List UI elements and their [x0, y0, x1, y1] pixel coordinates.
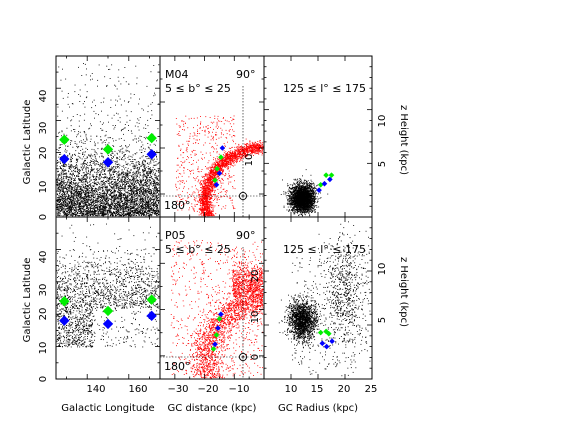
point-cloud-bottom-middle-red	[170, 240, 264, 379]
xlabel-gc-radius: GC Radius (kpc)	[278, 403, 358, 414]
data-point-top-left-green-2	[102, 144, 114, 155]
data-point-bottom-left-blue-2	[102, 318, 114, 330]
data-point-bottom-right-green-1	[317, 329, 324, 336]
panel-frame-top-right	[263, 55, 373, 218]
xtick-label-minus20: −20	[197, 384, 218, 395]
data-point-top-left-blue-2	[102, 157, 114, 168]
ytick-label-top-left-10: 10	[38, 181, 49, 194]
xtick-label-minus30: −30	[167, 384, 188, 395]
xtick-label-25: 25	[365, 384, 378, 395]
annotation-top-90: 90°	[236, 68, 256, 81]
data-point-top-middle-green-2	[214, 165, 220, 172]
data-point-bottom-right-blue-2	[323, 343, 330, 350]
data-point-bottom-left-green-2	[102, 305, 114, 317]
data-point-bottom-left-green-3	[146, 294, 157, 305]
ytick-label-bottom-left-0: 0	[38, 376, 49, 382]
scatter-point-clouds	[56, 63, 371, 379]
ytick-label-bottom-left-20: 20	[38, 308, 49, 321]
annotation-top-right-lrange: 125 ≤ l° ≤ 175	[283, 82, 366, 95]
ytick-label-bottom-left-40: 40	[38, 251, 49, 264]
data-point-top-right-blue-1	[316, 187, 322, 193]
data-point-top-left-green-3	[146, 132, 157, 144]
point-cloud-top-left	[56, 63, 160, 217]
ytick-label-top-right-5: 5	[377, 161, 388, 167]
ytick-label-bottom-left-30: 30	[38, 284, 49, 297]
ytick-label-top-left-0: 0	[38, 214, 49, 220]
ytick-label-top-middle-10: 10	[244, 154, 255, 167]
sun-symbol-bottom	[238, 352, 248, 362]
data-point-bottom-middle-green-2	[213, 332, 220, 338]
data-point-bottom-left-blue-1	[59, 315, 70, 326]
panel-frame-bottom-right	[263, 216, 373, 380]
xtick-label-20: 20	[338, 384, 351, 395]
annotation-top-middle-brange: 5 ≤ b° ≤ 25	[165, 82, 231, 95]
annotation-top-180: 180°	[164, 199, 191, 212]
xtick-label-15: 15	[311, 384, 324, 395]
point-cloud-top-right	[280, 169, 329, 217]
data-point-bottom-right-blue-3	[329, 338, 335, 344]
ytick-label-bottom-middle-20: 20	[250, 270, 261, 283]
data-point-bottom-right-green-3	[326, 330, 332, 337]
point-cloud-top-middle-red	[175, 115, 264, 217]
point-cloud-bottom-right	[278, 221, 371, 377]
data-point-bottom-middle-blue-2	[215, 325, 221, 331]
annotation-bottom-180: 180°	[164, 360, 191, 373]
tick-marks	[56, 55, 373, 380]
data-point-top-middle-blue-3	[219, 145, 226, 151]
data-point-top-right-blue-2	[321, 180, 328, 187]
data-point-bottom-left-green-1	[59, 296, 70, 307]
data-markers	[59, 132, 335, 352]
ytick-label-bottom-right-10: 10	[377, 263, 388, 276]
xtick-label-140: 140	[86, 384, 105, 395]
xlabel-galactic-longitude: Galactic Longitude	[61, 403, 154, 414]
data-point-bottom-left-blue-3	[146, 310, 157, 322]
data-point-bottom-middle-blue-1	[212, 341, 218, 348]
point-cloud-bottom-left	[56, 223, 160, 348]
ylabel-top-left: Galactic Latitude	[22, 100, 33, 185]
data-point-top-right-green-3	[328, 172, 335, 178]
annotation-p05: P05	[165, 229, 186, 242]
data-point-bottom-middle-blue-3	[218, 311, 224, 317]
data-point-top-left-blue-3	[146, 149, 157, 160]
data-point-top-middle-blue-1	[213, 182, 220, 188]
data-point-top-left-blue-1	[59, 153, 70, 165]
ytick-label-top-left-40: 40	[38, 90, 49, 103]
data-point-top-right-green-1	[317, 182, 324, 188]
ytick-label-bottom-middle-10: 10	[250, 311, 261, 324]
ylabel-bottom-right: z Height (kpc)	[398, 257, 409, 327]
ytick-label-bottom-right-5: 5	[377, 317, 388, 323]
data-point-top-left-green-1	[59, 134, 70, 145]
data-point-bottom-middle-green-1	[210, 346, 217, 352]
annotation-m04: M04	[165, 68, 189, 81]
data-point-top-middle-green-1	[212, 177, 218, 183]
annotation-bottom-middle-brange: 5 ≤ b° ≤ 25	[165, 243, 231, 256]
xtick-label-160: 160	[128, 384, 147, 395]
xtick-label-minus10: −10	[228, 384, 249, 395]
data-point-bottom-middle-green-3	[216, 316, 223, 322]
ylabel-top-right: z Height (kpc)	[398, 105, 409, 175]
data-point-top-middle-blue-2	[216, 170, 223, 177]
sun-symbol-top	[238, 191, 248, 201]
annotation-bottom-right-lrange: 125 ≤ l° ≤ 175	[283, 243, 366, 256]
data-point-top-right-blue-3	[327, 176, 333, 183]
ytick-label-top-left-20: 20	[38, 147, 49, 160]
xlabel-gc-distance: GC distance (kpc)	[168, 403, 257, 414]
ylabel-bottom-left: Galactic Latitude	[22, 258, 33, 343]
data-point-top-right-green-2	[323, 172, 329, 178]
ytick-label-top-right-10: 10	[377, 115, 388, 128]
xtick-label-10: 10	[285, 384, 298, 395]
data-point-bottom-right-blue-1	[319, 340, 326, 347]
annotation-bottom-90: 90°	[236, 229, 256, 242]
ytick-label-bottom-middle-0: 0	[250, 354, 261, 360]
ytick-label-top-left-30: 30	[38, 122, 49, 135]
ytick-label-bottom-left-10: 10	[38, 342, 49, 355]
data-point-top-middle-green-3	[218, 154, 224, 160]
